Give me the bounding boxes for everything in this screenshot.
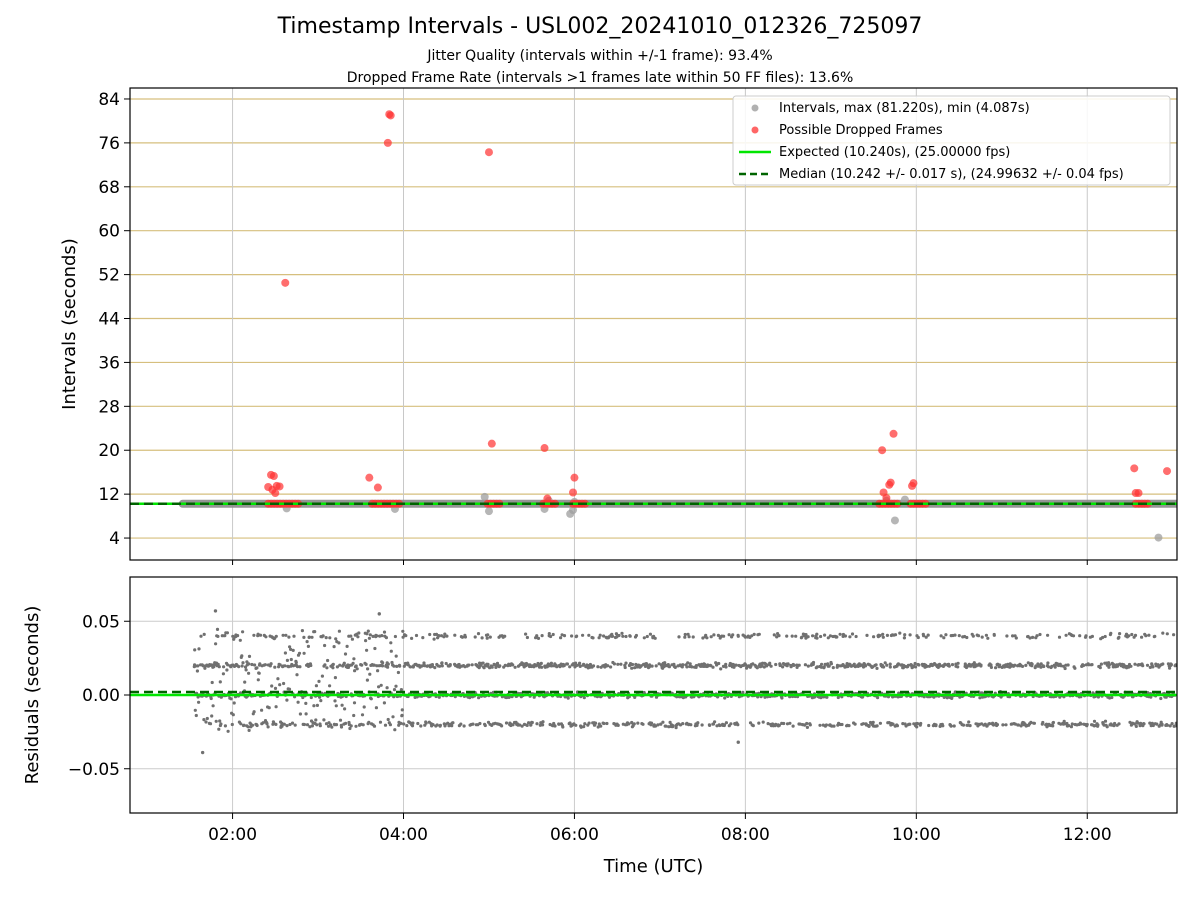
legend-label: Intervals, max (81.220s), min (4.087s)	[779, 101, 1030, 116]
interval-point	[1154, 533, 1163, 542]
dropped-frame-point	[889, 429, 898, 438]
chart-title: Timestamp Intervals - USL002_20241010_01…	[277, 14, 923, 39]
residual-point	[377, 612, 381, 616]
xtick-label: 02:00	[208, 825, 257, 845]
dropped-frame-point	[882, 493, 891, 502]
interval-point	[900, 495, 909, 504]
xtick-label: 12:00	[1063, 825, 1112, 845]
dropped-frame-point	[365, 473, 374, 482]
interval-point	[484, 507, 493, 516]
dropped-frame-point	[540, 444, 549, 453]
residuals-ytick-label: −0.05	[68, 760, 120, 780]
dropped-frame-point	[271, 489, 280, 498]
residual-point	[213, 609, 218, 613]
intervals-ytick-label: 84	[98, 90, 120, 110]
dropped-frame-point	[886, 478, 895, 487]
intervals-ytick-label: 4	[109, 529, 120, 549]
dropped-frame-point	[487, 439, 496, 448]
dropped-frame-point	[269, 472, 278, 481]
intervals-panel: 4 12 20 28 36 44 52 60 68 76 84 Intervals (seconds)…	[59, 87, 1178, 565]
intervals-ytick-label: 12	[98, 485, 120, 505]
xtick-label: 08:00	[721, 825, 770, 845]
residuals-y-axis-label: Residuals (seconds)	[22, 606, 43, 785]
interval-point	[480, 492, 489, 501]
xtick-label: 06:00	[550, 825, 599, 845]
intervals-ytick-label: 76	[98, 134, 120, 154]
dropped-frame-point	[484, 148, 493, 157]
intervals-ytick-label: 36	[98, 353, 120, 373]
legend-box	[732, 95, 1171, 186]
legend-label: Median (10.242 +/- 0.017 s), (24.99632 +…	[779, 167, 1124, 182]
dropped-frame-point	[1163, 467, 1172, 476]
legend-marker	[751, 126, 759, 134]
dropped-frame-point	[909, 479, 918, 488]
dropped-frame-point	[1134, 489, 1143, 498]
x-axis-label: Time (UTC)	[603, 856, 704, 877]
residuals-data-layer	[130, 609, 1177, 755]
dropped-frame-point	[569, 488, 578, 497]
intervals-ytick-label: 52	[98, 266, 120, 286]
intervals-ytick-label: 44	[98, 310, 120, 330]
intervals-ytick-label: 60	[98, 222, 120, 242]
residual-point	[736, 740, 740, 744]
residuals-ytick-label: 0.05	[82, 612, 120, 632]
interval-point	[890, 516, 899, 525]
intervals-frame	[129, 87, 1178, 561]
intervals-ytick-label: 68	[98, 178, 120, 198]
residual-points	[192, 627, 1177, 733]
xtick-label: 10:00	[892, 825, 941, 845]
dropped-frame-point	[383, 138, 392, 147]
dropped-frame-point	[386, 111, 395, 120]
dropped-frame-point	[878, 446, 887, 455]
interval-point	[569, 506, 578, 515]
dropped-frame-point	[570, 473, 579, 482]
dropped-frame-point	[373, 483, 382, 492]
intervals-y-axis-label: Intervals (seconds)	[59, 238, 80, 410]
residuals-ytick-label: 0.00	[82, 686, 120, 706]
dropped-frame-point	[281, 278, 290, 287]
intervals-ytick-label: 28	[98, 397, 120, 417]
dropped-frame-point	[543, 494, 552, 503]
legend-marker	[751, 104, 759, 112]
residual-point	[200, 750, 205, 755]
legend-label: Expected (10.240s), (25.00000 fps)	[779, 145, 1010, 160]
chart-subtitle-dropped: Dropped Frame Rate (intervals >1 frames …	[346, 70, 854, 86]
chart-legend: Intervals, max (81.220s), min (4.087s) Po…	[732, 95, 1171, 186]
intervals-ytick-label: 20	[98, 441, 120, 461]
chart-subtitle-jitter: Jitter Quality (intervals within +/-1 fr…	[427, 48, 773, 64]
intervals-data-layer	[130, 110, 1177, 542]
dropped-frame-point	[275, 482, 284, 491]
residuals-panel: −0.05 0.00 0.05 02:00 04:00 06:00 08:00 10:00 12…	[22, 576, 1178, 877]
xtick-label: 04:00	[379, 825, 428, 845]
dropped-frame-point	[1130, 464, 1139, 473]
legend-label: Possible Dropped Frames	[779, 123, 943, 138]
